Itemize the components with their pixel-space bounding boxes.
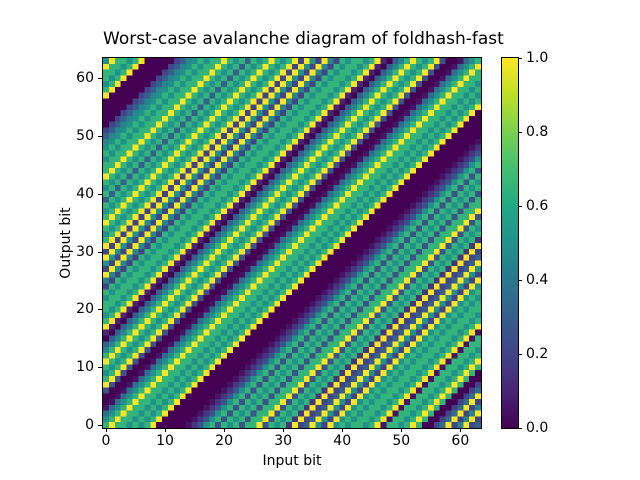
x-tick-label: 30 xyxy=(274,433,293,449)
x-tick-label: 0 xyxy=(101,433,111,449)
x-tick xyxy=(105,428,107,432)
y-tick-label: 50 xyxy=(76,128,94,145)
x-tick xyxy=(283,428,285,432)
axes-frame xyxy=(102,57,482,429)
y-tick xyxy=(98,367,102,369)
x-tick-label: 50 xyxy=(392,433,411,449)
x-tick-label: 40 xyxy=(333,433,352,449)
x-tick xyxy=(342,428,344,432)
colorbar-tick-label: 1.0 xyxy=(526,50,549,66)
x-tick-label: 10 xyxy=(156,433,174,449)
y-tick xyxy=(98,425,102,427)
y-tick xyxy=(98,309,102,311)
colorbar-tick-label: 0.0 xyxy=(526,420,549,436)
y-tick-label: 60 xyxy=(76,70,94,87)
y-tick xyxy=(98,193,102,195)
colorbar-tick xyxy=(518,132,522,133)
x-axis-label: Input bit xyxy=(262,453,322,469)
colorbar-tick xyxy=(518,428,522,429)
colorbar-tick-label: 0.8 xyxy=(526,124,549,140)
y-axis-label: Output bit xyxy=(58,207,74,279)
y-tick xyxy=(98,78,102,80)
y-tick-label: 10 xyxy=(76,359,94,376)
x-tick xyxy=(165,428,167,432)
y-tick xyxy=(98,136,102,138)
colorbar-tick-label: 0.2 xyxy=(526,346,549,362)
colorbar-tick-label: 0.4 xyxy=(526,272,549,288)
y-tick-label: 20 xyxy=(76,301,94,318)
x-tick xyxy=(460,428,462,432)
colorbar xyxy=(501,57,519,429)
x-tick-label: 60 xyxy=(451,433,470,449)
colorbar-tick xyxy=(518,58,522,59)
colorbar-gradient xyxy=(502,58,518,428)
y-tick-label: 0 xyxy=(85,417,94,434)
x-tick xyxy=(401,428,403,432)
x-tick xyxy=(224,428,226,432)
y-tick-label: 40 xyxy=(76,185,94,202)
x-tick-label: 20 xyxy=(215,433,233,449)
colorbar-tick xyxy=(518,354,522,355)
colorbar-tick-label: 0.6 xyxy=(526,198,549,214)
heatmap-image xyxy=(103,58,481,428)
y-tick xyxy=(98,251,102,253)
colorbar-tick xyxy=(518,280,522,281)
y-tick-label: 30 xyxy=(76,243,94,260)
colorbar-tick xyxy=(518,206,522,207)
chart-title: Worst-case avalanche diagram of foldhash… xyxy=(103,29,504,49)
